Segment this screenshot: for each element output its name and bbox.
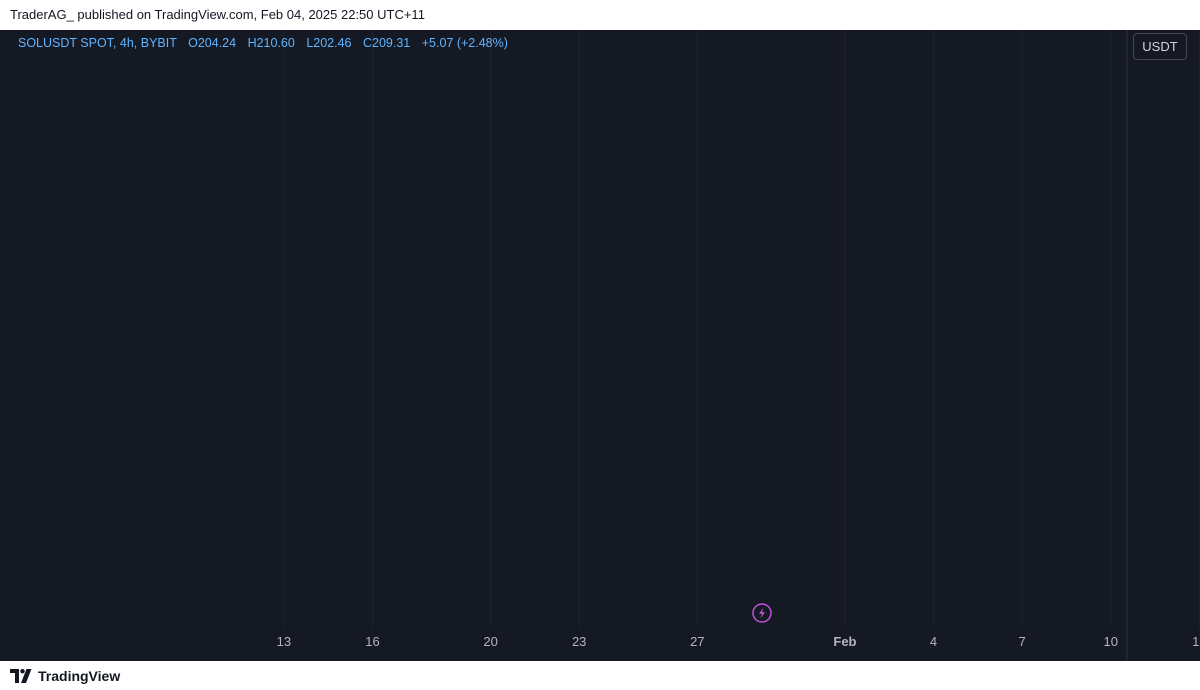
x-tick-label: 13 <box>277 634 291 649</box>
legend-low-label: L <box>306 36 313 50</box>
x-tick-label: 27 <box>690 634 704 649</box>
legend-open-value: 204.24 <box>198 36 236 50</box>
legend: SOLUSDT SPOT, 4h, BYBIT O204.24 H210.60 … <box>18 36 508 50</box>
x-tick-label: 16 <box>365 634 379 649</box>
x-tick-label: 13 <box>1192 634 1200 649</box>
legend-close-value: 209.31 <box>372 36 410 50</box>
chart-area[interactable]: 150.00160.00170.00180.00190.00200.00210.… <box>0 30 1200 661</box>
legend-high-label: H <box>248 36 257 50</box>
legend-change: +5.07 (+2.48%) <box>422 36 508 50</box>
publish-info-bar: TraderAG_ published on TradingView.com, … <box>0 0 1200 30</box>
footer-bar: TradingView <box>0 661 1200 690</box>
legend-low-value: 202.46 <box>313 36 351 50</box>
currency-button[interactable]: USDT <box>1133 33 1187 60</box>
tradingview-brand-text: TradingView <box>38 667 121 684</box>
grid-lines <box>283 30 1200 628</box>
x-tick-label: 4 <box>930 634 937 649</box>
replay-icon[interactable] <box>752 603 772 623</box>
time-axis[interactable]: 13 16 20 23 27 Feb 4 7 10 13 <box>277 634 1200 649</box>
tradingview-brand[interactable]: TradingView <box>10 668 120 684</box>
legend-high-value: 210.60 <box>257 36 295 50</box>
price-chart[interactable]: 150.00160.00170.00180.00190.00200.00210.… <box>0 30 1200 661</box>
publish-info-text: TraderAG_ published on TradingView.com, … <box>10 7 425 22</box>
legend-symbol: SOLUSDT SPOT, 4h, BYBIT <box>18 36 177 50</box>
x-tick-label: 10 <box>1103 634 1117 649</box>
legend-close-label: C <box>363 36 372 50</box>
svg-text:SOLUSDT SPOT, 4h, BYBIT: SOLUSDT SPOT, 4h, BYBIT O204.24 H210.60 … <box>18 36 508 50</box>
tradingview-logo-icon <box>10 668 32 683</box>
legend-open-label: O <box>188 36 198 50</box>
x-tick-label: 20 <box>483 634 497 649</box>
x-tick-label: Feb <box>833 634 856 649</box>
x-tick-label: 23 <box>572 634 586 649</box>
x-tick-label: 7 <box>1019 634 1026 649</box>
